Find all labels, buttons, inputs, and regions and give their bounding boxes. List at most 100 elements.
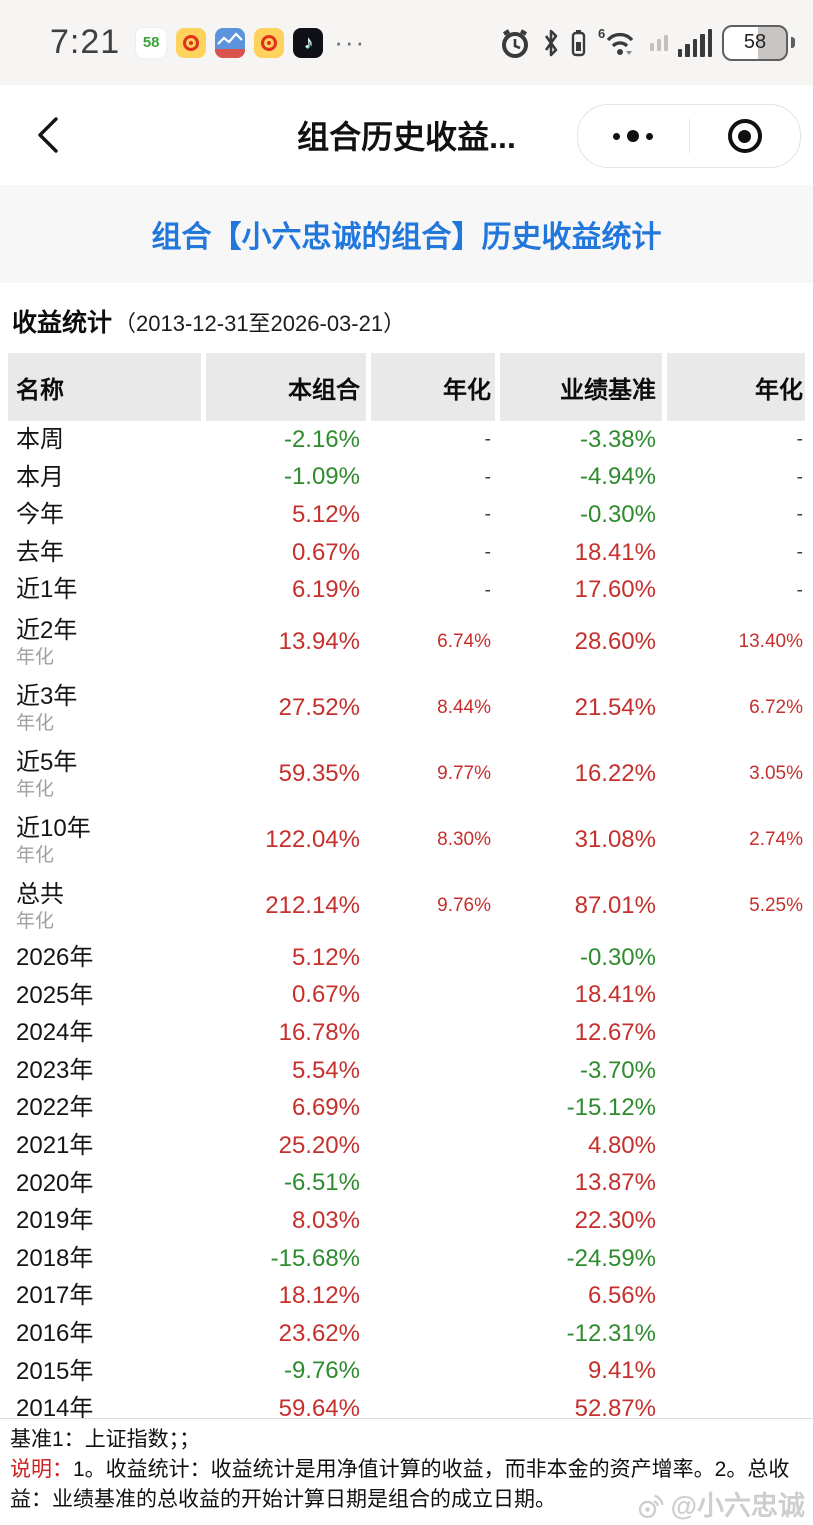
row-label: 2021年 (16, 1131, 94, 1159)
row-name-cell: 今年 (8, 501, 201, 529)
close-minimize-button[interactable] (690, 105, 801, 167)
benchmark-value: -3.38% (579, 425, 656, 453)
row-label: 2015年 (16, 1357, 94, 1385)
three-dots-icon (613, 130, 654, 142)
row-name-cell: 总共 年化 (8, 881, 201, 931)
table-row: 2015年 -9.76% 9.41% (8, 1353, 805, 1391)
annualized-value-1: 9.77% (437, 763, 491, 785)
table-row: 近3年 年化 27.52% 8.44% 21.54% 6.72% (8, 675, 805, 741)
row-name-cell: 2022年 (8, 1094, 201, 1122)
row-name-cell: 2019年 (8, 1207, 201, 1235)
header-annualized-2: 年化 (667, 353, 805, 421)
row-label: 近10年 (16, 815, 91, 843)
portfolio-value: 6.69% (291, 1094, 360, 1122)
row-label: 近2年 (16, 617, 78, 645)
annualized-value-2: 13.40% (738, 631, 803, 653)
benchmark-value: 6.56% (587, 1282, 656, 1310)
row-label: 2024年 (16, 1019, 94, 1047)
row-label: 2014年 (16, 1395, 94, 1423)
footer-notes: 基准1：上证指数；； 说明：1。收益统计：收益统计是用净值计算的收益，而非本金的… (0, 1418, 813, 1525)
table-row: 2025年 0.67% 18.41% (8, 977, 805, 1015)
annualized-value-1: 6.74% (437, 631, 491, 653)
row-sublabel: 年化 (16, 910, 55, 932)
row-sublabel: 年化 (16, 844, 55, 866)
annualized-value-1: 9.76% (437, 895, 491, 917)
row-label: 近5年 (16, 749, 78, 777)
row-sublabel: 年化 (16, 712, 55, 734)
row-name-cell: 近2年 年化 (8, 617, 201, 667)
row-label: 2018年 (16, 1244, 94, 1272)
back-button[interactable] (34, 113, 70, 157)
annualized-value-2: - (796, 504, 803, 526)
annualized-value-2: 5.25% (749, 895, 803, 917)
row-label: 本周 (16, 426, 64, 453)
row-label: 2020年 (16, 1169, 94, 1197)
annualized-value-1: - (484, 579, 491, 601)
portfolio-value: 6.19% (291, 576, 360, 604)
annualized-value-2: 6.72% (749, 697, 803, 719)
portfolio-value: 59.64% (278, 1394, 360, 1422)
more-notifications-icon: ··· (334, 27, 367, 57)
annualized-value-2: - (796, 579, 803, 601)
signal-bars-icon (677, 28, 712, 57)
section-title: 收益统计 (12, 309, 113, 337)
bluetooth-icon (542, 28, 560, 58)
row-label: 2016年 (16, 1319, 94, 1347)
table-row: 2018年 -15.68% -24.59% (8, 1240, 805, 1278)
benchmark-value: 17.60% (574, 576, 656, 604)
row-label: 2022年 (16, 1094, 94, 1122)
portfolio-value: 8.03% (291, 1206, 360, 1234)
table-row: 今年 5.12% - -0.30% - (8, 496, 805, 534)
row-label: 2026年 (16, 943, 94, 971)
table-row: 2024年 16.78% 12.67% (8, 1014, 805, 1052)
weibo-icon (176, 27, 207, 58)
row-name-cell: 近10年 年化 (8, 815, 201, 865)
benchmark-value: -0.30% (579, 500, 656, 528)
row-name-cell: 近1年 (8, 576, 201, 604)
more-button[interactable] (578, 105, 689, 167)
row-name-cell: 近3年 年化 (8, 683, 201, 733)
benchmark-value: 4.80% (587, 1131, 656, 1159)
table-row: 近2年 年化 13.94% 6.74% 28.60% 13.40% (8, 609, 805, 675)
annualized-value-2: - (796, 466, 803, 488)
header-portfolio: 本组合 (206, 353, 366, 421)
row-name-cell: 2021年 (8, 1132, 201, 1160)
table-row: 2014年 59.64% 52.87% (8, 1390, 805, 1428)
status-bar: 7:21 58 ♪ ··· 6 (0, 0, 813, 85)
portfolio-value: 0.67% (291, 981, 360, 1009)
table-row: 近5年 年化 59.35% 9.77% 16.22% 3.05% (8, 741, 805, 807)
weibo-icon (254, 27, 285, 58)
row-name-cell: 2018年 (8, 1245, 201, 1273)
row-label: 去年 (16, 538, 64, 566)
portfolio-value: 27.52% (278, 693, 360, 721)
row-name-cell: 去年 (8, 539, 201, 567)
row-label: 2023年 (16, 1056, 94, 1084)
weibo-watermark-icon (638, 1494, 664, 1519)
portfolio-value: -9.76% (283, 1357, 360, 1385)
row-label: 总共 (16, 881, 64, 909)
nav-bar: 组合历史收益... (0, 85, 813, 185)
table-row: 2019年 8.03% 22.30% (8, 1202, 805, 1240)
miniprogram-capsule (577, 104, 801, 168)
chevron-left-icon (38, 117, 58, 153)
table-row: 本周 -2.16% - -3.38% - (8, 421, 805, 459)
nav-title: 组合历史收益... (297, 119, 516, 155)
row-name-cell: 2014年 (8, 1395, 201, 1423)
row-name-cell: 2023年 (8, 1057, 201, 1085)
row-label: 近1年 (16, 576, 78, 604)
portfolio-value: 5.54% (291, 1056, 360, 1084)
annualized-value-1: 8.44% (437, 697, 491, 719)
annualized-value-2: - (796, 429, 803, 451)
row-label: 2025年 (16, 981, 94, 1009)
page-title: 组合【小六忠诚的组合】历史收益统计 (151, 221, 662, 254)
portfolio-value: -6.51% (283, 1169, 360, 1197)
status-bar-right: 6 58 (498, 24, 795, 61)
app-58-icon: 58 (135, 26, 168, 59)
title-band: 组合【小六忠诚的组合】历史收益统计 (0, 185, 813, 283)
table-row: 2016年 23.62% -12.31% (8, 1315, 805, 1353)
benchmark-value: 上证指数；； (84, 1428, 201, 1451)
table-row: 总共 年化 212.14% 9.76% 87.01% 5.25% (8, 873, 805, 939)
portfolio-value: 13.94% (278, 627, 360, 655)
note-text: 1。收益统计：收益统计是用净值计算的收益，而非本金的资产增率。2。总收益：业绩基… (10, 1458, 790, 1511)
